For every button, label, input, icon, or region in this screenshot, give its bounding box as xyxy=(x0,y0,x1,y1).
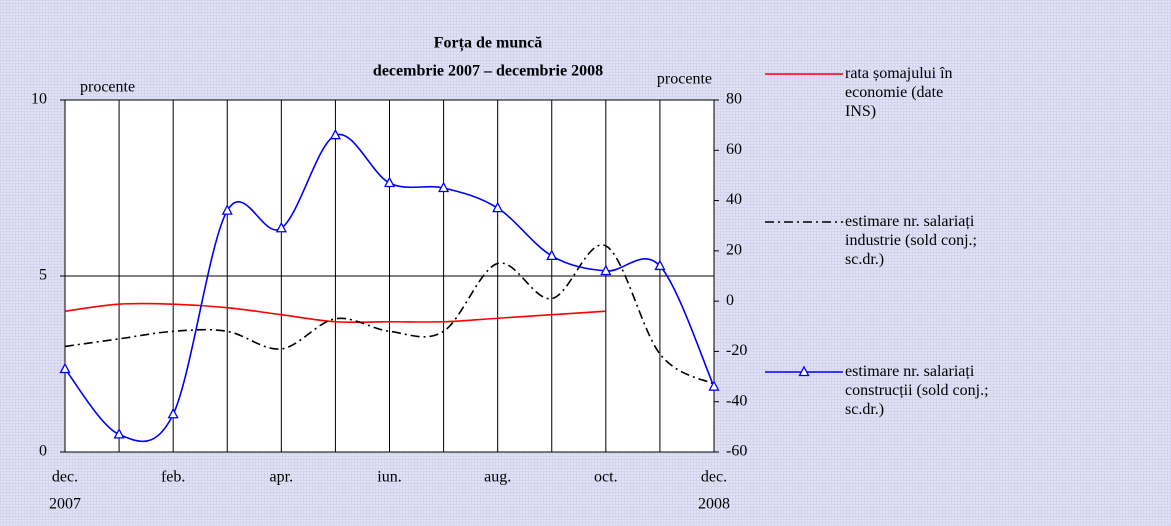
data-point xyxy=(59,362,71,374)
y2-tick-label: -20 xyxy=(726,342,747,359)
y2-tick-label: -40 xyxy=(726,392,747,409)
data-point xyxy=(654,259,666,271)
chart-title: Forța de muncă xyxy=(434,35,542,53)
y2-tick-label: 80 xyxy=(726,91,742,108)
x-tick-label: apr. xyxy=(270,469,294,486)
y2-tick-label: 60 xyxy=(726,141,742,158)
data-point xyxy=(275,221,287,233)
data-point xyxy=(383,176,396,188)
y2-tick-label: 20 xyxy=(726,242,742,259)
y-tick-label: 5 xyxy=(39,267,47,284)
data-point xyxy=(221,204,233,215)
x-year-label: 2007 xyxy=(49,496,81,513)
data-point xyxy=(113,428,125,439)
y-tick-label: 0 xyxy=(39,443,47,460)
series-line xyxy=(64,302,606,324)
x-tick-label: dec. xyxy=(52,469,78,486)
y2-tick-label: -60 xyxy=(726,443,747,460)
data-point xyxy=(438,181,450,193)
plot-border xyxy=(64,99,715,453)
legend-marker xyxy=(798,365,810,377)
data-point xyxy=(492,201,504,213)
y-axis-label: procente xyxy=(80,79,135,96)
y2-axis-label: procente xyxy=(657,71,712,88)
y2-tick-label: 0 xyxy=(726,292,734,309)
y2-tick-label: 40 xyxy=(726,191,742,208)
x-tick-label: dec. xyxy=(701,469,727,486)
x-tick-label: aug. xyxy=(484,469,511,486)
x-tick-label: feb. xyxy=(161,469,185,486)
chart-subtitle: decembrie 2007 – decembrie 2008 xyxy=(373,63,603,80)
legend-label: rata șomajului în economie (date INS) xyxy=(845,65,953,120)
y-tick-label: 10 xyxy=(31,91,47,108)
data-point xyxy=(167,407,179,419)
series-line xyxy=(64,244,715,385)
data-point xyxy=(600,264,612,276)
legend-label: estimare nr. salariați construcții (sold… xyxy=(845,363,989,418)
data-point xyxy=(708,380,720,391)
x-tick-label: oct. xyxy=(594,469,618,486)
data-point xyxy=(546,249,558,261)
x-tick-label: iun. xyxy=(377,469,401,486)
data-point xyxy=(329,128,341,140)
legend-label: estimare nr. salariați industrie (sold c… xyxy=(845,213,977,268)
x-year-label: 2008 xyxy=(698,496,730,513)
